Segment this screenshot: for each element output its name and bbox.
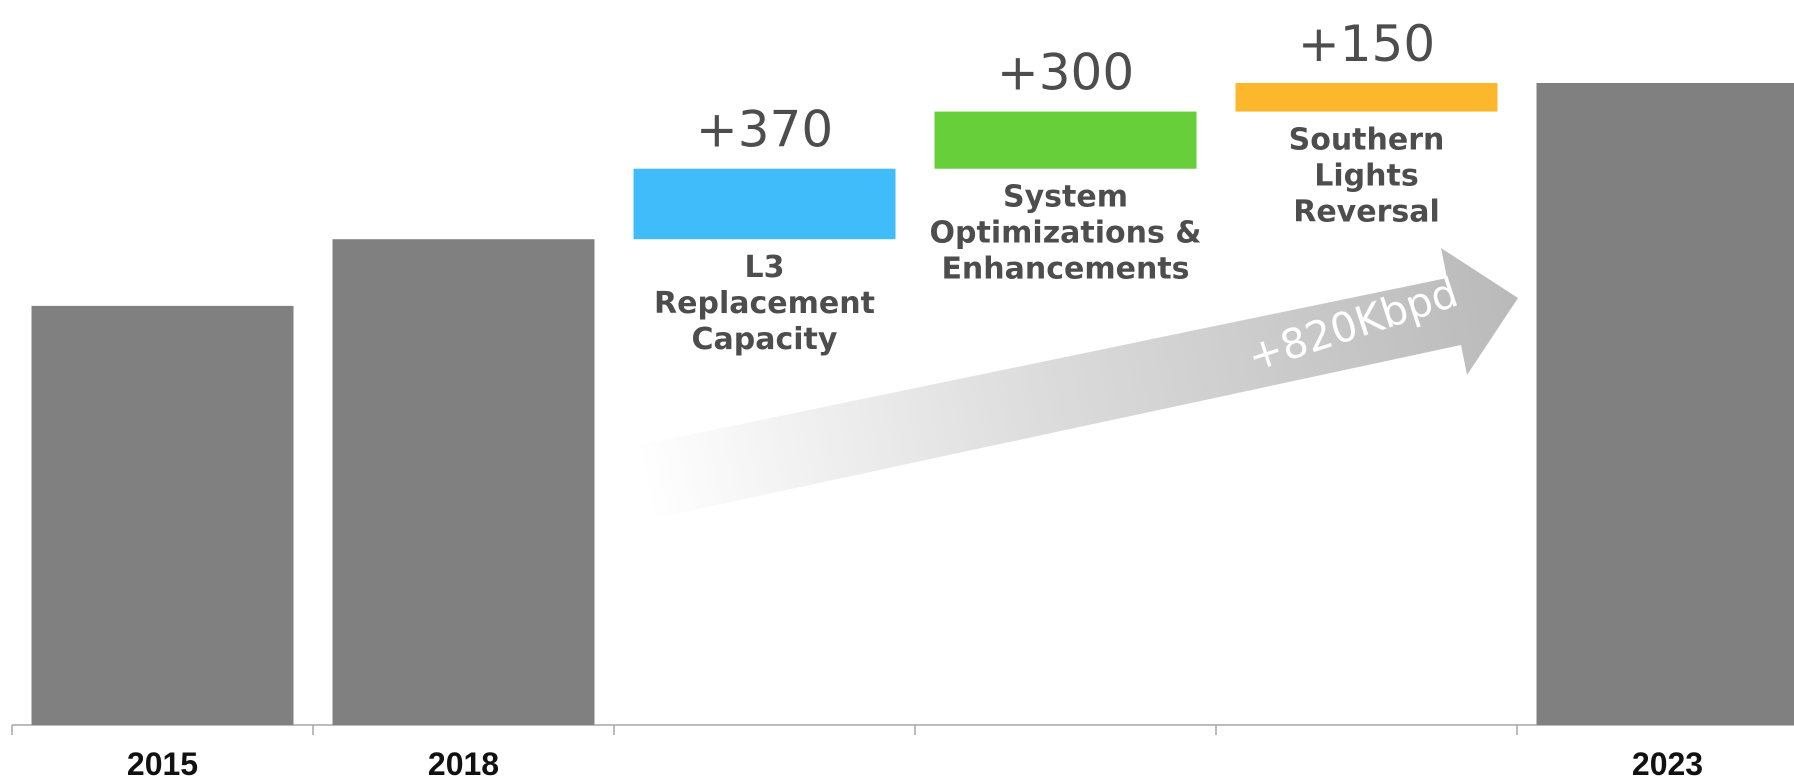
bar-total-2018 <box>332 239 595 725</box>
category-label-3-line-2: Lights <box>1314 159 1418 194</box>
bar-increment-2 <box>934 111 1197 169</box>
delta-label-3: +150 <box>1298 15 1435 73</box>
category-label-1-line-1: L3 <box>745 250 785 285</box>
category-label-3-line-1: Southern <box>1289 123 1445 158</box>
year-label-2023: 2023 <box>1632 746 1703 779</box>
category-label-2-line-1: System <box>1003 180 1128 215</box>
category-label-1-line-3: Capacity <box>692 322 838 357</box>
category-label-2-line-2: Optimizations & <box>930 216 1202 251</box>
category-label-1-line-2: Replacement <box>654 286 875 321</box>
year-label-2015: 2015 <box>127 746 198 779</box>
bar-increment-1 <box>633 168 896 240</box>
bar-total-2015 <box>31 305 294 725</box>
category-label-3-line-3: Reversal <box>1293 195 1440 230</box>
category-label-2-line-3: Enhancements <box>941 252 1189 287</box>
bar-total-2023 <box>1536 83 1794 725</box>
bar-increment-3 <box>1235 83 1498 112</box>
year-label-2018: 2018 <box>428 746 499 779</box>
delta-label-1: +370 <box>696 101 833 159</box>
delta-label-2: +300 <box>997 44 1134 102</box>
growth-arrow <box>640 248 1518 518</box>
